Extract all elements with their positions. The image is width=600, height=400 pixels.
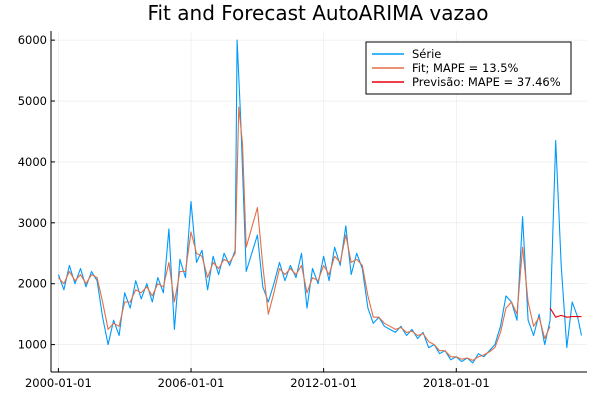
- y-tick-label: 5000: [18, 94, 47, 108]
- chart-title: Fit and Forecast AutoARIMA vazao: [147, 1, 488, 25]
- x-tick-label: 2012-01-01: [290, 376, 357, 390]
- y-tick-label: 1000: [18, 338, 47, 352]
- y-tick-label: 6000: [18, 33, 47, 47]
- series-lines: [57, 39, 583, 364]
- legend-label-1: Fit; MAPE = 13.5%: [412, 61, 519, 75]
- y-tick-label: 2000: [18, 277, 47, 291]
- axes: [50, 31, 587, 373]
- legend-label-2: Previsão: MAPE = 37.46%: [412, 75, 561, 89]
- grid: [51, 31, 587, 372]
- x-axis-ticks: 2000-01-01 2006-01-01 2012-01-01 2018-01-01: [25, 368, 490, 390]
- x-tick-label: 2018-01-01: [423, 376, 490, 390]
- x-tick-label: 2006-01-01: [158, 376, 225, 390]
- y-axis-ticks: 1000 2000 3000 4000 5000 6000: [18, 33, 55, 352]
- legend-label-0: Série: [412, 47, 441, 61]
- series-line-2: [549, 307, 582, 318]
- x-tick-label: 2000-01-01: [25, 376, 92, 390]
- series-line-1: [57, 106, 551, 361]
- y-tick-label: 4000: [18, 155, 47, 169]
- series-line-0: [57, 39, 583, 364]
- y-tick-label: 3000: [18, 216, 47, 230]
